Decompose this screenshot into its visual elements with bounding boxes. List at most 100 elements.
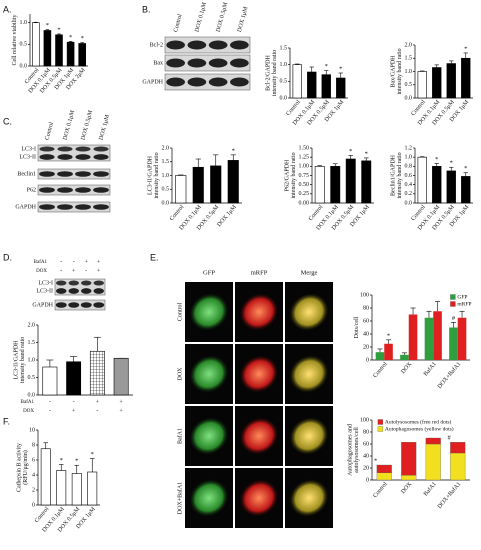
y-axis-label: P62/GAPDH <box>284 159 290 191</box>
legend-label: Autophagosomes (yellow dots) <box>385 425 454 432</box>
y-axis-label: Dots/cell <box>354 316 360 338</box>
bar <box>175 175 187 204</box>
bar-segment <box>450 442 466 454</box>
cell <box>189 293 229 331</box>
bar <box>336 77 346 99</box>
y-axis-label: LC3-II/GAPDH <box>14 340 20 380</box>
cell <box>239 355 279 393</box>
error-bar <box>363 157 369 161</box>
y-tick-label: 100 <box>360 417 369 423</box>
bar-segment <box>450 452 466 481</box>
condition-sign: - <box>60 268 62 274</box>
blot-row-label: GAPDH <box>32 302 53 308</box>
bar <box>66 361 82 396</box>
x-tick-label: Control <box>169 204 186 222</box>
significance-mark: * <box>387 332 390 339</box>
blot-row-label: LC3-II <box>36 288 53 294</box>
error-bar <box>377 348 383 353</box>
blot-column-label: DOX 0.5μM <box>216 1 230 33</box>
bar <box>66 41 75 67</box>
blot-band <box>93 146 109 152</box>
condition-sign: + <box>119 408 123 414</box>
y-tick-label: 1.0 <box>405 69 413 75</box>
cell <box>289 293 329 331</box>
blot-strip <box>164 73 251 91</box>
y-axis-label: intensity band ratio <box>397 48 403 94</box>
y-tick-label: 0.4 <box>405 182 413 188</box>
blot-band <box>56 288 67 294</box>
significance-mark: * <box>325 63 328 70</box>
condition-sign: + <box>97 268 101 274</box>
blot-band <box>39 171 55 177</box>
significance-mark: * <box>91 451 94 458</box>
condition-sign: + <box>119 399 123 405</box>
y-axis-label: Bcl-2/GAPDH <box>266 55 272 91</box>
bar <box>321 74 331 99</box>
significance-mark: * <box>75 458 78 465</box>
blot-band <box>187 58 207 68</box>
y-tick-label: 2.0 <box>162 145 170 151</box>
bar <box>384 343 393 360</box>
y-tick-label: 1.5 <box>162 159 170 165</box>
y-tick-label: 0.00 <box>299 200 310 206</box>
blot-band <box>93 288 104 294</box>
blot-band <box>68 288 79 294</box>
y-axis-label: intensity band ratio <box>272 50 278 96</box>
y-tick-label: 0 <box>32 502 35 508</box>
bar-segment <box>425 443 441 481</box>
blot-band <box>166 58 185 68</box>
cell <box>189 417 229 455</box>
blot-row-label: P62 <box>27 187 36 193</box>
blot-band <box>208 77 228 87</box>
panel-label: A. <box>3 4 12 14</box>
y-tick-label: 80 <box>363 429 369 435</box>
error-bar <box>57 33 61 35</box>
error-bar <box>178 174 184 176</box>
cell <box>189 355 229 393</box>
blot-band <box>75 146 91 152</box>
condition-sign: - <box>96 408 98 414</box>
cell <box>289 355 329 393</box>
y-tick-label: 0.0 <box>280 95 288 101</box>
x-tick-label: DOX <box>400 481 413 495</box>
bar <box>56 470 67 506</box>
bar <box>433 311 442 360</box>
blot-band <box>57 187 73 193</box>
blot-row-label: LC3-I <box>21 146 36 152</box>
bar-segment <box>401 475 417 481</box>
condition-name: BafA1 <box>21 400 35 405</box>
bar <box>432 67 442 99</box>
error-bar <box>45 29 50 31</box>
significance-mark: * <box>57 26 60 33</box>
y-tick-label: 0.0 <box>28 392 36 398</box>
y-tick-label: 1.0 <box>28 357 36 363</box>
y-axis-label: Autophagosomes and <box>348 424 354 476</box>
blot-band <box>39 146 55 152</box>
blot-column-label: Control <box>173 13 184 33</box>
bar <box>424 317 434 360</box>
error-bar <box>434 301 441 312</box>
condition-sign: - <box>49 408 51 414</box>
blot-band <box>166 40 185 50</box>
x-tick-label: DOX+BafA1 <box>436 361 462 390</box>
blot-band <box>68 302 80 308</box>
significance-mark: # <box>452 315 456 322</box>
blot-band <box>57 154 73 160</box>
panel-label: C. <box>3 116 12 126</box>
blot-band <box>93 154 109 160</box>
legend-label: Autolysosomes (free red dots) <box>385 418 452 425</box>
y-tick-label: 20 <box>363 465 369 471</box>
blot-band <box>75 154 91 160</box>
y-tick-label: 0.0 <box>405 200 413 206</box>
y-tick-label: 0.2 <box>405 191 413 197</box>
bar <box>55 34 63 67</box>
bar <box>408 314 418 360</box>
error-bar <box>195 158 201 168</box>
y-tick-label: 1.2 <box>405 145 413 151</box>
blot-strip <box>37 184 111 196</box>
error-bar <box>449 166 454 171</box>
condition-sign: + <box>96 399 100 405</box>
x-tick-label: DOX+BafA1 <box>436 481 462 510</box>
error-bar <box>58 464 64 471</box>
bar-segment <box>425 437 441 445</box>
